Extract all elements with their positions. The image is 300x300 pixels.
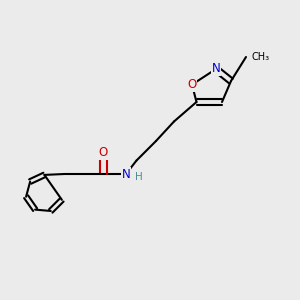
- Text: O: O: [188, 78, 196, 91]
- Text: H: H: [135, 172, 143, 182]
- Text: O: O: [99, 146, 108, 160]
- Text: CH₃: CH₃: [251, 52, 269, 62]
- Text: N: N: [212, 62, 220, 76]
- Text: N: N: [122, 167, 130, 181]
